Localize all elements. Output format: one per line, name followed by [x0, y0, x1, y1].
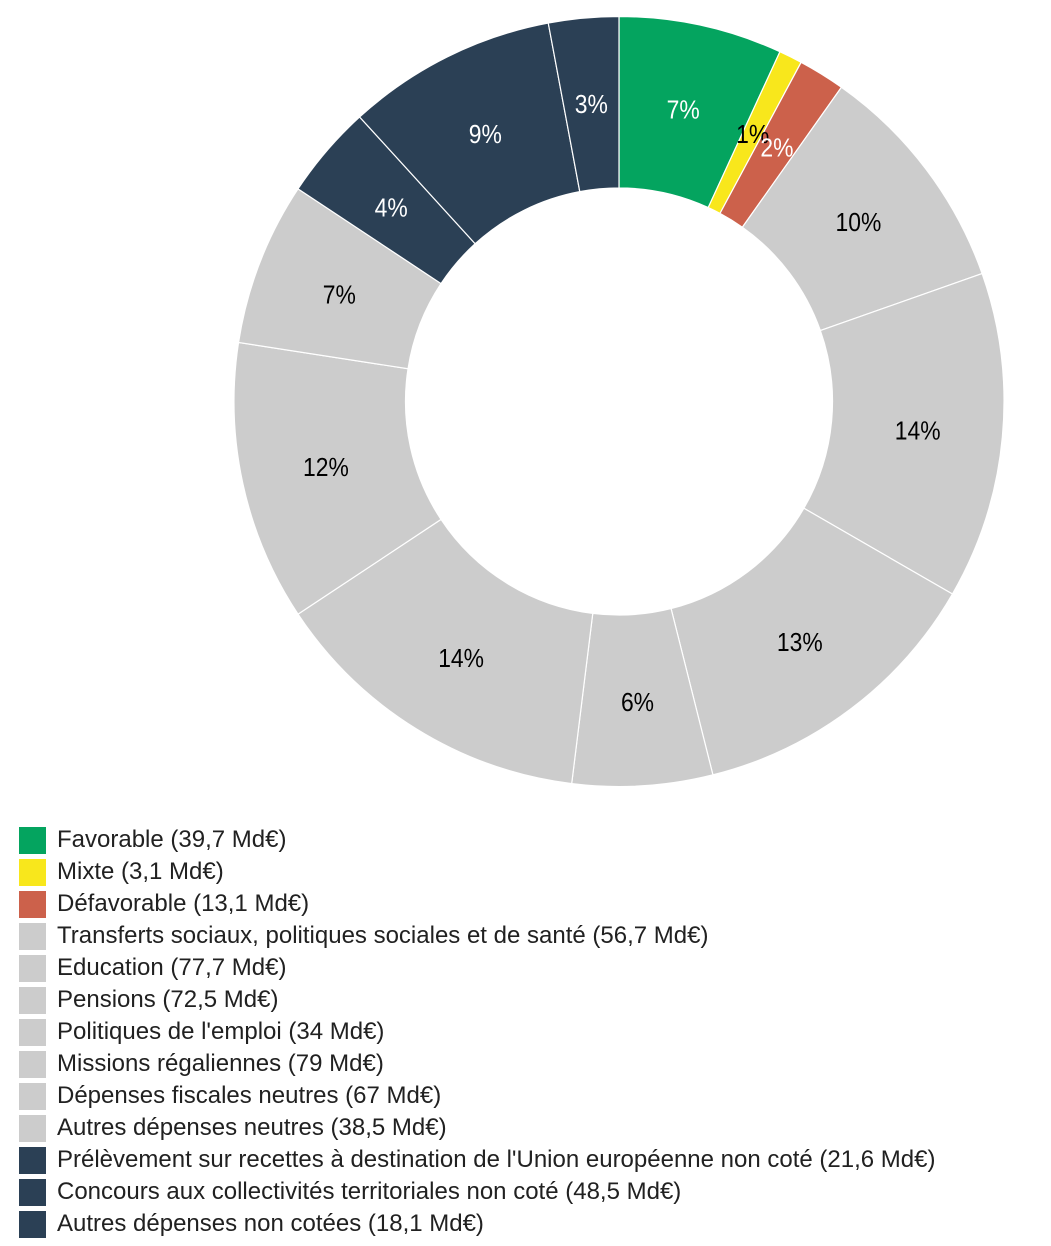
svg-text:6%: 6%	[621, 687, 654, 717]
svg-text:10%: 10%	[836, 207, 882, 237]
svg-text:9%: 9%	[469, 119, 502, 149]
svg-text:3%: 3%	[575, 89, 608, 119]
svg-text:13%: 13%	[777, 627, 823, 657]
svg-text:14%: 14%	[895, 415, 941, 445]
svg-text:1%: 1%	[736, 119, 769, 149]
svg-text:4%: 4%	[375, 193, 408, 223]
svg-text:7%: 7%	[323, 279, 356, 309]
svg-text:7%: 7%	[667, 95, 700, 125]
svg-text:14%: 14%	[438, 643, 484, 673]
svg-text:12%: 12%	[303, 452, 349, 482]
svg-text:2%: 2%	[760, 133, 793, 163]
